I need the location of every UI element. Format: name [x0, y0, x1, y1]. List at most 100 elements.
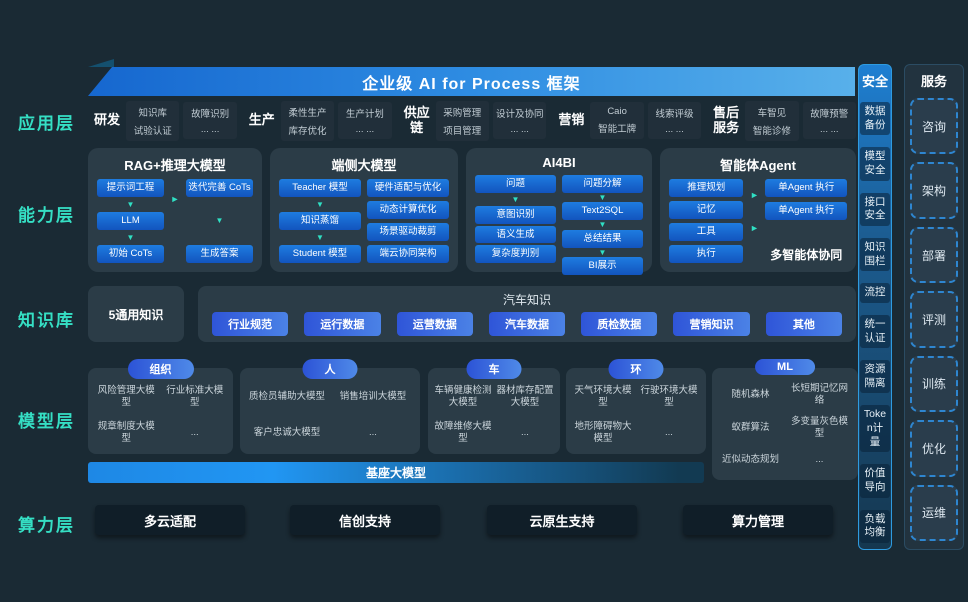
- app-group-label: 研发: [93, 112, 120, 128]
- model-card-people: 人 质检员辅助大模型 销售培训大模型 客户忠诚大模型 ...: [240, 359, 420, 454]
- arrow-right-icon: ►: [749, 190, 759, 200]
- flow-node: 问题: [475, 175, 556, 193]
- flow-node: 提示词工程: [97, 179, 164, 197]
- arrow-down-icon: ▼: [598, 220, 607, 230]
- model-card-ml: ML 随机森林 长短期记忆网络 蚁群算法 多变量灰色模型 近似动态规划 ...: [712, 359, 858, 480]
- agent-executor: 单Agent 执行: [765, 179, 847, 197]
- card-agent: 智能体Agent 推理规划 记忆 工具 执行 ► ► 单Agent 执行 单Ag…: [660, 148, 856, 272]
- model-pill: 环: [608, 359, 664, 379]
- flow-node: 生成答案: [186, 245, 253, 263]
- flow-node: 意图识别: [475, 205, 556, 224]
- capability-layer-row: RAG+推理大模型 提示词工程 ▼ LLM ▼ 初始 CoTs ► 迭代完善 C…: [88, 148, 856, 276]
- security-item: 资源隔离: [860, 360, 890, 394]
- knowledge-chip: 行业规范: [212, 312, 289, 336]
- card-title: 智能体Agent: [720, 158, 796, 173]
- knowledge-chip: 汽车数据: [488, 312, 566, 336]
- security-item: 知识围栏: [860, 237, 890, 272]
- model-card-vehicle: 车 车辆健康检测大模型 器材库存配置大模型 故障维修大模型 ...: [428, 359, 560, 454]
- knowledge-chip: 质检数据: [581, 312, 658, 336]
- card-title: 端侧大模型: [331, 158, 397, 173]
- card-title: RAG+推理大模型: [124, 158, 226, 173]
- flow-node: 总结结果: [562, 229, 643, 248]
- agent-module: 记忆: [669, 201, 744, 219]
- security-item: Token计量: [860, 405, 890, 453]
- flow-node: 问题分解: [562, 175, 643, 193]
- arrow-down-icon: ▼: [126, 232, 135, 242]
- security-title: 安全: [861, 74, 888, 89]
- card-rag-reasoning-model: RAG+推理大模型 提示词工程 ▼ LLM ▼ 初始 CoTs ► 迭代完善 C…: [88, 148, 262, 272]
- flow-node: Student 模型: [279, 245, 361, 263]
- card-title: AI4BI: [542, 155, 576, 170]
- security-column: 安全 数据备份 模型安全 接口安全 知识围栏 流控 统一认证 资源隔离 Toke…: [858, 64, 892, 550]
- knowledge-chip: 其他: [765, 312, 842, 336]
- service-column: 服务 咨询 架构 部署 评测 训练 优化 运维: [904, 64, 964, 550]
- arrow-down-icon: ▼: [598, 192, 607, 202]
- arrow-down-icon: ▼: [215, 216, 224, 226]
- app-group-production: 生产 柔性生产 库存优化 生产计划 ... ...: [247, 97, 392, 144]
- service-item: 优化: [910, 420, 958, 477]
- app-group-aftersales: 售后服务 车智见 智能诊修 故障预警 ... ...: [711, 97, 856, 144]
- page-title: 企业级 AI for Process 框架: [362, 75, 581, 93]
- auto-knowledge-title: 汽车知识: [502, 293, 551, 307]
- app-cell: 设计及协同 ... ...: [493, 102, 547, 139]
- security-item: 数据备份: [860, 102, 890, 136]
- app-cell: 采购管理 项目管理: [435, 100, 489, 141]
- arrow-down-icon: ▼: [598, 247, 607, 257]
- model-card-environment: 环 天气环境大模型 行驶环境大模型 地形障碍物大模型 ...: [566, 359, 706, 454]
- app-cell: 车智见 智能诊修: [745, 100, 799, 141]
- model-pill: 组织: [127, 359, 194, 379]
- arrow-down-icon: ▼: [316, 232, 324, 242]
- knowledge-chip: 运行数据: [304, 312, 381, 336]
- app-group-marketing: 营销 Caio 智能工牌 线索评级 ... ...: [556, 97, 702, 144]
- security-item: 负载均衡: [860, 509, 890, 543]
- arrow-down-icon: ▼: [511, 194, 520, 204]
- flow-node: BI展示: [562, 257, 643, 276]
- arrow-right-icon: ►: [170, 194, 180, 204]
- service-title: 服务: [920, 74, 947, 89]
- service-item: 部署: [910, 226, 958, 284]
- app-cell: 故障识别 ... ...: [183, 102, 237, 139]
- flow-node: 知识蒸馏: [279, 212, 361, 230]
- agent-executor: 单Agent 执行: [765, 201, 847, 220]
- multi-agent-label: 多智能体协同: [770, 248, 843, 262]
- service-item: 训练: [910, 355, 958, 413]
- title-banner: 企业级 AI for Process 框架: [88, 67, 855, 96]
- app-cell: 线索评级 ... ...: [647, 102, 702, 139]
- app-cell: 知识库 试验认证: [126, 100, 180, 141]
- flow-node: 初始 CoTs: [97, 245, 164, 263]
- agent-module: 执行: [669, 245, 744, 263]
- layer-label-compute: 算力层: [18, 516, 75, 535]
- model-pill: 人: [302, 359, 358, 379]
- arrow-right-icon: ►: [749, 223, 759, 233]
- flow-node: LLM: [97, 212, 164, 230]
- security-item: 模型安全: [860, 147, 890, 181]
- flow-node: 语义生成: [475, 225, 556, 244]
- flow-node: 复杂度判别: [475, 245, 556, 263]
- compute-multicloud: 多云适配: [95, 505, 245, 535]
- flow-node: Teacher 模型: [279, 179, 361, 197]
- service-item: 咨询: [910, 98, 958, 155]
- list-node: 硬件适配与优化: [367, 179, 449, 197]
- arrow-down-icon: ▼: [316, 199, 324, 209]
- app-cell: 生产计划 ... ...: [338, 102, 392, 139]
- app-group-label: 供应链: [403, 104, 430, 135]
- model-pill: ML: [755, 359, 815, 375]
- agent-module: 推理规划: [669, 179, 744, 197]
- app-cell: 柔性生产 库存优化: [280, 100, 335, 141]
- knowledge-chip: 运营数据: [396, 312, 473, 336]
- list-node: 场景驱动裁剪: [367, 223, 449, 241]
- auto-knowledge-box: 汽车知识 行业规范 运行数据 运营数据 汽车数据 质检数据 营销知识 其他: [198, 286, 856, 342]
- app-group-label: 营销: [558, 112, 585, 128]
- layer-label-application: 应用层: [18, 114, 75, 133]
- flow-node: Text2SQL: [562, 202, 643, 221]
- model-card-organization: 组织 风险管理大模型 行业标准大模型 规章制度大模型 ...: [88, 359, 233, 454]
- app-group-label: 生产: [248, 112, 275, 128]
- arrow-down-icon: ▼: [126, 199, 135, 209]
- general-knowledge-box: 5通用知识: [88, 286, 184, 342]
- service-item: 评测: [910, 291, 958, 348]
- security-item: 统一认证: [860, 314, 890, 349]
- security-item: 价值导向: [860, 464, 890, 498]
- list-node: 端云协同架构: [367, 245, 449, 263]
- app-group-rnd: 研发 知识库 试验认证 故障识别 ... ...: [92, 97, 237, 144]
